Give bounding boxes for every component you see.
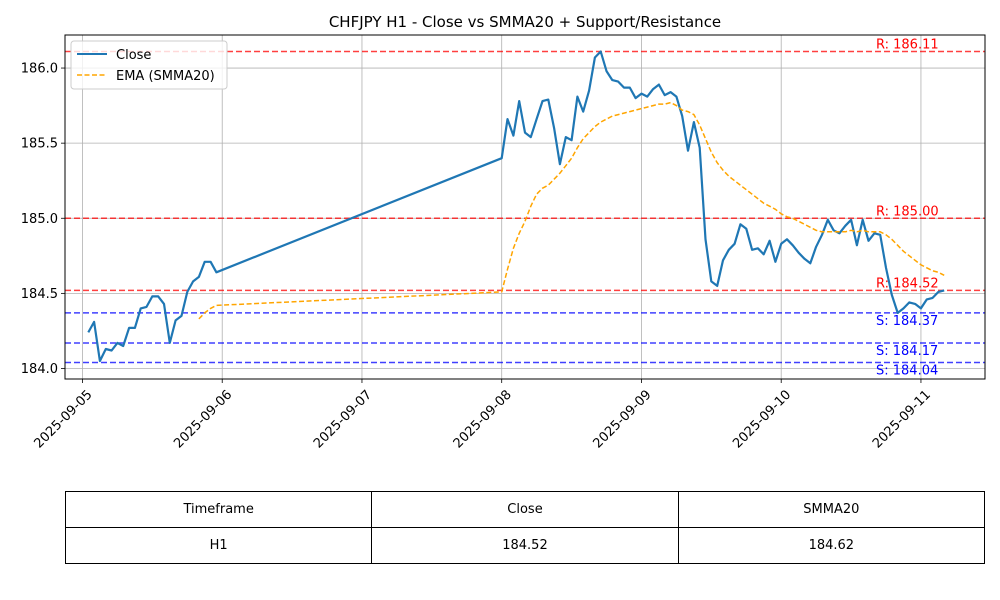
support-level-label: S: 184.17 xyxy=(876,344,938,359)
table-row: H1 184.52 184.62 xyxy=(64,527,986,564)
axis-ticks: 2025-09-05 2025-09-06 2025-09-07 2025-09-08… xyxy=(21,62,934,452)
x-tick-label: 2025-09-09 xyxy=(590,387,654,451)
legend: Close EMA (SMMA20) xyxy=(70,40,228,90)
plot-frame xyxy=(64,34,986,380)
x-tick-label: 2025-09-10 xyxy=(730,387,794,451)
x-tick-label: 2025-09-11 xyxy=(870,387,934,451)
legend-box xyxy=(70,40,228,90)
table-cell: H1 xyxy=(64,527,373,564)
y-tick-label: 185.0 xyxy=(21,212,58,227)
support-resistance-levels xyxy=(65,50,985,364)
y-tick-label: 184.5 xyxy=(21,287,58,302)
support-level-label: S: 184.04 xyxy=(876,363,938,378)
table-header-cell: Close xyxy=(371,491,679,528)
x-tick-label: 2025-09-07 xyxy=(311,387,375,451)
x-tick-label: 2025-09-06 xyxy=(171,387,235,451)
chart-title: CHFJPY H1 - Close vs SMMA20 + Support/Re… xyxy=(329,13,721,31)
resistance-level-label: R: 186.11 xyxy=(876,38,939,53)
x-tick-label: 2025-09-05 xyxy=(31,387,95,451)
y-tick-label: 184.0 xyxy=(21,362,58,377)
resistance-level-label: R: 185.00 xyxy=(876,204,939,219)
y-tick-label: 185.5 xyxy=(21,137,58,152)
series-line-close xyxy=(87,50,945,363)
level-labels: R: 186.11 R: 185.00 R: 184.52 S: 184.37 S: 1… xyxy=(876,38,939,379)
series-lines xyxy=(87,50,945,363)
legend-label-close: Close xyxy=(116,48,151,63)
support-level-label: S: 184.37 xyxy=(876,314,938,329)
x-tick-label: 2025-09-08 xyxy=(451,387,515,451)
legend-label-smma20: EMA (SMMA20) xyxy=(116,69,215,84)
series-line-smma20 xyxy=(198,101,945,320)
table-header-cell: Timeframe xyxy=(64,491,373,528)
y-tick-label: 186.0 xyxy=(21,62,58,77)
table-header-cell: SMMA20 xyxy=(677,491,986,528)
table-cell: 184.52 xyxy=(371,527,679,564)
table-header-row: Timeframe Close SMMA20 xyxy=(64,491,986,528)
table-cell: 184.62 xyxy=(677,527,986,564)
summary-table: Timeframe Close SMMA20 H1 184.52 184.62 xyxy=(64,491,986,564)
resistance-level-label: R: 184.52 xyxy=(876,276,939,291)
